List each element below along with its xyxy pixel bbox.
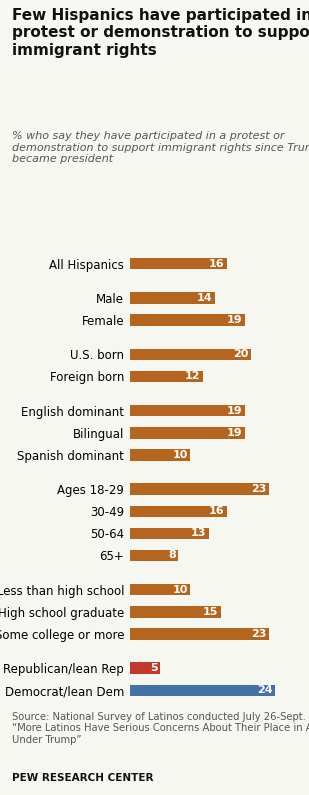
Text: Few Hispanics have participated in a
protest or demonstration to support
immigra: Few Hispanics have participated in a pro… bbox=[12, 8, 309, 58]
Bar bbox=[130, 528, 209, 539]
Bar bbox=[130, 584, 190, 595]
Text: 19: 19 bbox=[227, 315, 243, 325]
Text: 12: 12 bbox=[185, 371, 200, 382]
Text: 5: 5 bbox=[150, 663, 158, 673]
Text: 23: 23 bbox=[252, 629, 267, 639]
Text: 14: 14 bbox=[197, 293, 212, 303]
Text: 20: 20 bbox=[233, 349, 249, 359]
Bar bbox=[130, 662, 160, 674]
Bar bbox=[130, 606, 221, 618]
Bar bbox=[130, 348, 251, 360]
Text: PEW RESEARCH CENTER: PEW RESEARCH CENTER bbox=[12, 773, 154, 783]
Bar bbox=[130, 506, 227, 517]
Bar bbox=[130, 483, 269, 495]
Text: Source: National Survey of Latinos conducted July 26-Sept. 9, 2018.
“More Latino: Source: National Survey of Latinos condu… bbox=[12, 712, 309, 745]
Bar bbox=[130, 549, 178, 561]
Bar bbox=[130, 405, 245, 417]
Bar bbox=[130, 449, 190, 460]
Bar bbox=[130, 293, 215, 304]
Text: % who say they have participated in a protest or
demonstration to support immigr: % who say they have participated in a pr… bbox=[12, 131, 309, 165]
Bar bbox=[130, 370, 203, 382]
Text: 16: 16 bbox=[209, 506, 224, 516]
Text: 23: 23 bbox=[252, 484, 267, 494]
Bar bbox=[130, 314, 245, 326]
Text: 10: 10 bbox=[173, 585, 188, 595]
Bar bbox=[130, 628, 269, 640]
Text: 19: 19 bbox=[227, 428, 243, 438]
Text: 24: 24 bbox=[257, 685, 273, 696]
Bar bbox=[130, 258, 227, 270]
Bar bbox=[130, 427, 245, 439]
Text: 10: 10 bbox=[173, 450, 188, 460]
Text: 16: 16 bbox=[209, 258, 224, 269]
Text: 15: 15 bbox=[203, 607, 218, 617]
Text: 19: 19 bbox=[227, 405, 243, 416]
Text: 8: 8 bbox=[168, 550, 176, 560]
Text: 13: 13 bbox=[191, 529, 206, 538]
Bar bbox=[130, 684, 275, 696]
